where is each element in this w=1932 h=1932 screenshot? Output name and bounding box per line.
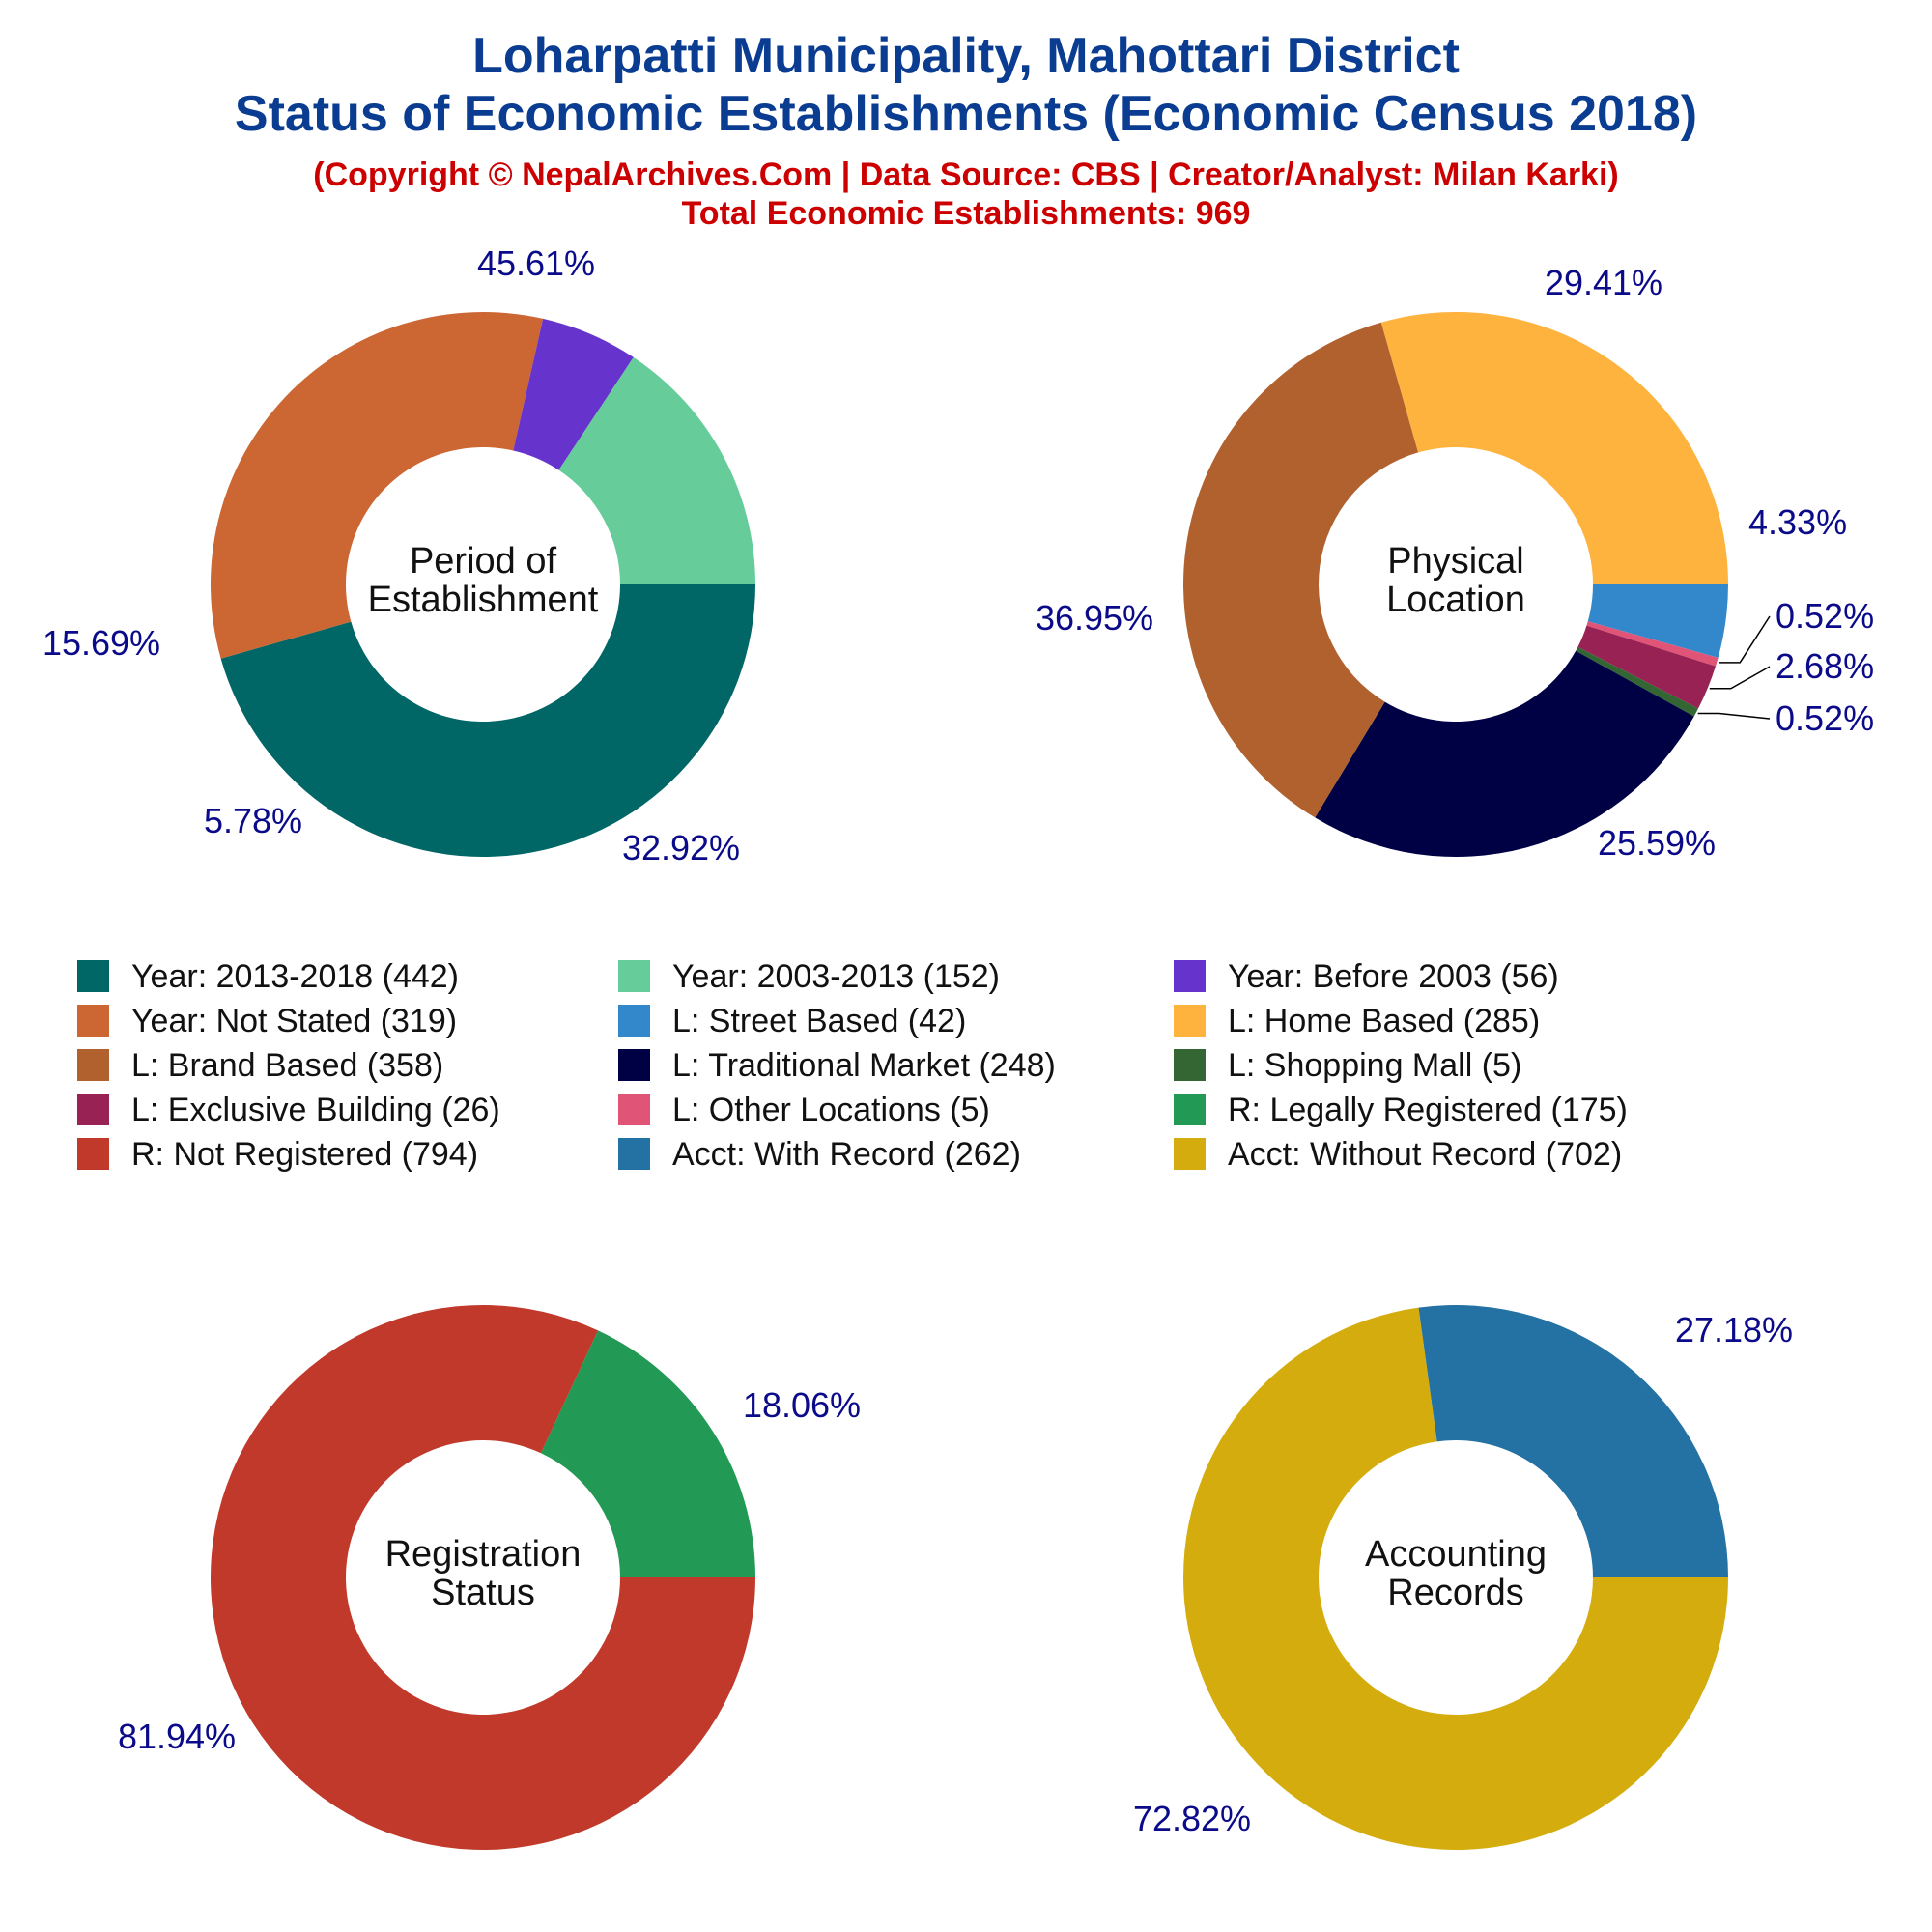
donut-slice	[1182, 1307, 1728, 1850]
legend-swatch	[77, 1049, 109, 1081]
chart-title-line-2: Status of Economic Establishments (Econo…	[235, 86, 1697, 142]
legend-item: Acct: With Record (262)	[618, 1136, 1021, 1173]
legend-label: L: Traditional Market (248)	[672, 1047, 1056, 1084]
donut-chart-2: 4.33% 0.52% 2.68% 0.52% 25.59% 36.95% 29.41% Ph…	[1036, 263, 1874, 863]
slice-percent-label: 15.69%	[43, 623, 160, 663]
legend-item: L: Exclusive Building (26)	[77, 1092, 500, 1128]
donut-slice	[558, 356, 755, 584]
slice-percent-label: 25.59%	[1598, 823, 1716, 863]
slice-percent-label: 72.82%	[1133, 1799, 1251, 1838]
donut-center-label: Location	[1386, 580, 1525, 620]
legend-label: Year: Not Stated (319)	[131, 1003, 457, 1039]
legend-swatch	[77, 1138, 109, 1170]
slice-percent-label: 32.92%	[622, 828, 740, 867]
slice-percent-label: 27.18%	[1675, 1310, 1793, 1350]
legend-label: Year: Before 2003 (56)	[1228, 958, 1559, 995]
legend-swatch	[1174, 1094, 1206, 1125]
legend-label: Acct: Without Record (702)	[1228, 1136, 1622, 1173]
chart-title-line-1: Loharpatti Municipality, Mahottari Distr…	[472, 28, 1460, 84]
donut-slice	[1577, 625, 1717, 709]
legend-swatch	[618, 1138, 650, 1170]
legend-swatch	[77, 1094, 109, 1125]
legend-label: L: Street Based (42)	[672, 1003, 966, 1039]
legend-label: L: Brand Based (358)	[131, 1047, 443, 1084]
legend-swatch	[1174, 960, 1206, 992]
donut-slice	[1315, 650, 1694, 857]
donut-chart-1: 45.61% 32.92% 5.78% 15.69% Period ofEstablis…	[43, 243, 755, 867]
legend-label: R: Legally Registered (175)	[1228, 1092, 1628, 1128]
copyright-text: (Copyright © NepalArchives.Com | Data So…	[313, 156, 1618, 193]
legend-item: L: Other Locations (5)	[618, 1092, 990, 1128]
legend-item: L: Shopping Mall (5)	[1174, 1047, 1521, 1084]
slice-percent-label: 0.52%	[1776, 698, 1874, 738]
slice-percent-label: 81.94%	[118, 1717, 236, 1756]
legend: Year: 2013-2018 (442) Year: 2003-2013 (15…	[77, 958, 1628, 1173]
legend-label: Acct: With Record (262)	[672, 1136, 1021, 1173]
legend-label: L: Shopping Mall (5)	[1228, 1047, 1521, 1084]
legend-item: R: Legally Registered (175)	[1174, 1092, 1628, 1128]
legend-item: L: Street Based (42)	[618, 1003, 966, 1039]
legend-swatch	[77, 1005, 109, 1037]
legend-item: Year: 2003-2013 (152)	[618, 958, 1000, 995]
donut-slice	[1418, 1305, 1728, 1577]
donut-slice	[211, 312, 544, 659]
leader-line	[1697, 712, 1771, 720]
donut-slice	[1380, 311, 1728, 584]
legend-swatch	[77, 960, 109, 992]
legend-label: L: Home Based (285)	[1228, 1003, 1540, 1039]
legend-label: L: Exclusive Building (26)	[131, 1092, 500, 1128]
legend-swatch	[618, 1005, 650, 1037]
donut-slice	[540, 1330, 755, 1577]
slice-percent-label: 45.61%	[477, 243, 595, 283]
legend-item: Year: Not Stated (319)	[77, 1003, 457, 1039]
donut-slice	[220, 584, 755, 857]
legend-label: L: Other Locations (5)	[672, 1092, 990, 1128]
total-establishments-text: Total Economic Establishments: 969	[682, 195, 1251, 232]
leader-line	[1709, 666, 1771, 690]
legend-swatch	[1174, 1138, 1206, 1170]
slice-percent-label: 0.52%	[1776, 596, 1874, 636]
donut-charts: 45.61% 32.92% 5.78% 15.69% Period ofEstablis…	[43, 243, 1874, 1850]
legend-label: Year: 2013-2018 (442)	[131, 958, 459, 995]
donut-center-label: Establishment	[368, 580, 599, 620]
legend-item: Year: Before 2003 (56)	[1174, 958, 1559, 995]
header: Loharpatti Municipality, Mahottari Distr…	[235, 28, 1697, 232]
donut-center-label: Registration	[385, 1534, 582, 1575]
donut-slice	[210, 1305, 755, 1850]
legend-item: L: Traditional Market (248)	[618, 1047, 1056, 1084]
donut-slice	[1586, 621, 1719, 667]
legend-swatch	[618, 1049, 650, 1081]
legend-item: Acct: Without Record (702)	[1174, 1136, 1622, 1173]
donut-center-label: Physical	[1387, 541, 1524, 582]
slice-percent-label: 18.06%	[743, 1385, 861, 1425]
legend-label: R: Not Registered (794)	[131, 1136, 478, 1173]
donut-slice	[513, 318, 634, 470]
leader-line	[1719, 615, 1771, 664]
slice-percent-label: 5.78%	[204, 801, 302, 840]
legend-swatch	[618, 1094, 650, 1125]
legend-item: R: Not Registered (794)	[77, 1136, 478, 1173]
donut-center-label: Accounting	[1365, 1534, 1547, 1575]
slice-percent-label: 4.33%	[1748, 502, 1847, 542]
legend-label: Year: 2003-2013 (152)	[672, 958, 1000, 995]
slice-percent-label: 36.95%	[1036, 598, 1153, 638]
legend-swatch	[1174, 1049, 1206, 1081]
slice-percent-label: 2.68%	[1776, 646, 1874, 686]
legend-item: Year: 2013-2018 (442)	[77, 958, 459, 995]
donut-slice	[1576, 646, 1698, 717]
legend-swatch	[618, 960, 650, 992]
donut-center-label: Status	[431, 1573, 535, 1613]
donut-slice	[1182, 322, 1419, 818]
donut-center-label: Period of	[410, 541, 557, 582]
legend-item: L: Home Based (285)	[1174, 1003, 1540, 1039]
donut-slice	[1587, 584, 1728, 658]
slice-percent-label: 29.41%	[1545, 263, 1662, 302]
legend-swatch	[1174, 1005, 1206, 1037]
legend-item: L: Brand Based (358)	[77, 1047, 443, 1084]
donut-center-label: Records	[1387, 1573, 1524, 1613]
